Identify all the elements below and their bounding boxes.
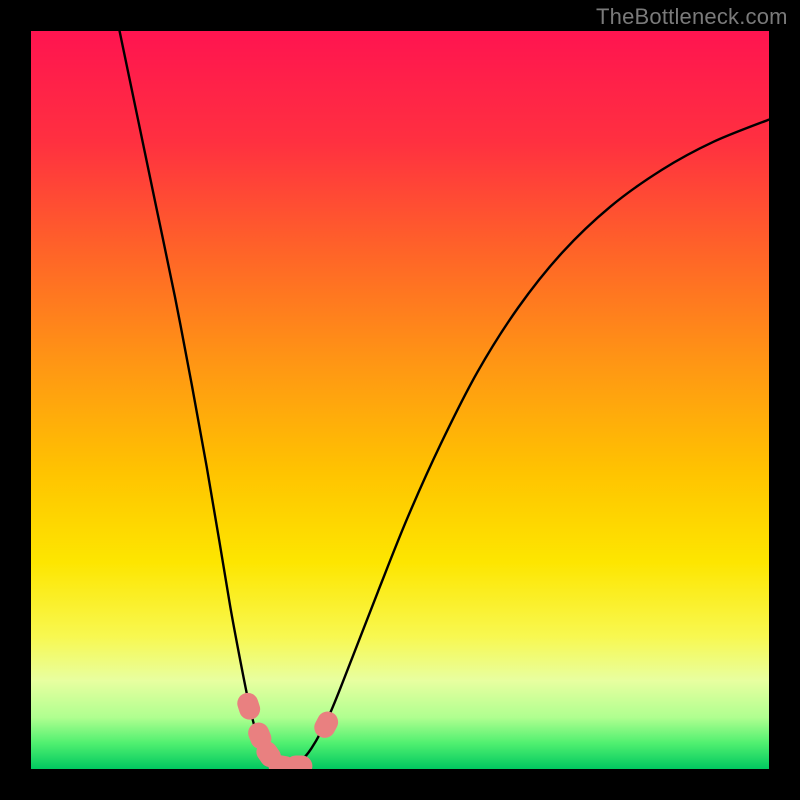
watermark: TheBottleneck.com	[596, 4, 788, 30]
marker-4	[286, 756, 312, 769]
chart-plot-area	[31, 31, 769, 769]
bottleneck-curve-chart	[31, 31, 769, 769]
